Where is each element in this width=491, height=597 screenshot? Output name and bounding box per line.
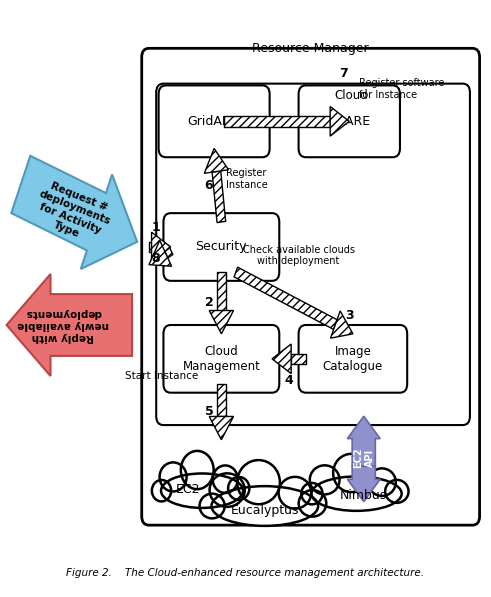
FancyBboxPatch shape	[164, 213, 279, 281]
Ellipse shape	[199, 494, 225, 518]
Text: Cloud
Management: Cloud Management	[183, 345, 260, 373]
Polygon shape	[6, 274, 132, 376]
Text: 4: 4	[285, 374, 293, 386]
Text: Eucalyptus: Eucalyptus	[231, 504, 299, 517]
Text: EC2: EC2	[175, 484, 200, 496]
Polygon shape	[209, 310, 234, 334]
Ellipse shape	[181, 451, 214, 489]
Text: 8: 8	[151, 252, 160, 264]
Text: Reply with
newly available
deployments: Reply with newly available deployments	[17, 309, 109, 341]
Text: Request #
deployments
for Activity
Type: Request # deployments for Activity Type	[29, 178, 116, 248]
Text: 1: 1	[151, 221, 160, 234]
Ellipse shape	[237, 460, 280, 504]
Text: 5: 5	[205, 405, 214, 418]
Text: 2: 2	[205, 297, 214, 309]
Text: Resource Manager: Resource Manager	[252, 42, 369, 55]
Polygon shape	[209, 417, 234, 440]
Text: GLARE: GLARE	[328, 115, 370, 128]
Ellipse shape	[311, 476, 402, 511]
Polygon shape	[234, 267, 337, 330]
Text: Figure 2.    The Cloud-enhanced resource management architecture.: Figure 2. The Cloud-enhanced resource ma…	[66, 568, 425, 578]
Ellipse shape	[301, 483, 323, 504]
FancyBboxPatch shape	[159, 85, 270, 157]
Ellipse shape	[160, 463, 187, 491]
FancyBboxPatch shape	[299, 85, 400, 157]
Polygon shape	[217, 272, 226, 310]
FancyBboxPatch shape	[156, 84, 470, 425]
Text: Security: Security	[195, 241, 247, 254]
FancyBboxPatch shape	[299, 325, 407, 393]
Text: 6: 6	[204, 179, 213, 192]
Text: Cloud: Cloud	[335, 89, 369, 102]
Ellipse shape	[333, 454, 369, 492]
Text: Nimbus: Nimbus	[340, 489, 387, 502]
Ellipse shape	[212, 486, 318, 526]
Polygon shape	[11, 156, 137, 269]
Polygon shape	[330, 311, 353, 338]
Polygon shape	[224, 116, 330, 127]
Text: Start Instance: Start Instance	[125, 371, 198, 381]
Ellipse shape	[368, 469, 396, 496]
Text: Register
Instance: Register Instance	[226, 168, 268, 190]
Text: EC2
API: EC2 API	[353, 447, 375, 468]
Text: Register software
for Instance: Register software for Instance	[359, 78, 444, 100]
Ellipse shape	[161, 473, 243, 508]
Ellipse shape	[385, 480, 409, 503]
Polygon shape	[272, 344, 291, 374]
Polygon shape	[212, 171, 226, 223]
FancyArrow shape	[347, 466, 380, 501]
Polygon shape	[149, 241, 171, 266]
Ellipse shape	[278, 477, 311, 509]
FancyBboxPatch shape	[142, 48, 480, 525]
Polygon shape	[149, 242, 152, 253]
Ellipse shape	[310, 465, 339, 494]
FancyBboxPatch shape	[164, 325, 279, 393]
Text: GridARM: GridARM	[187, 115, 241, 128]
Ellipse shape	[152, 480, 171, 501]
Polygon shape	[152, 232, 171, 262]
Text: Check available clouds
with deployment: Check available clouds with deployment	[243, 245, 355, 266]
Polygon shape	[217, 384, 226, 417]
Text: 7: 7	[340, 67, 349, 80]
Ellipse shape	[299, 490, 327, 516]
Polygon shape	[204, 149, 228, 173]
Polygon shape	[164, 245, 173, 258]
Polygon shape	[291, 353, 306, 364]
Polygon shape	[330, 106, 349, 136]
Text: 3: 3	[346, 309, 355, 322]
FancyArrow shape	[347, 416, 380, 466]
Ellipse shape	[210, 473, 245, 507]
Ellipse shape	[213, 466, 238, 493]
Text: Image
Catalogue: Image Catalogue	[323, 345, 383, 373]
Ellipse shape	[228, 477, 249, 500]
